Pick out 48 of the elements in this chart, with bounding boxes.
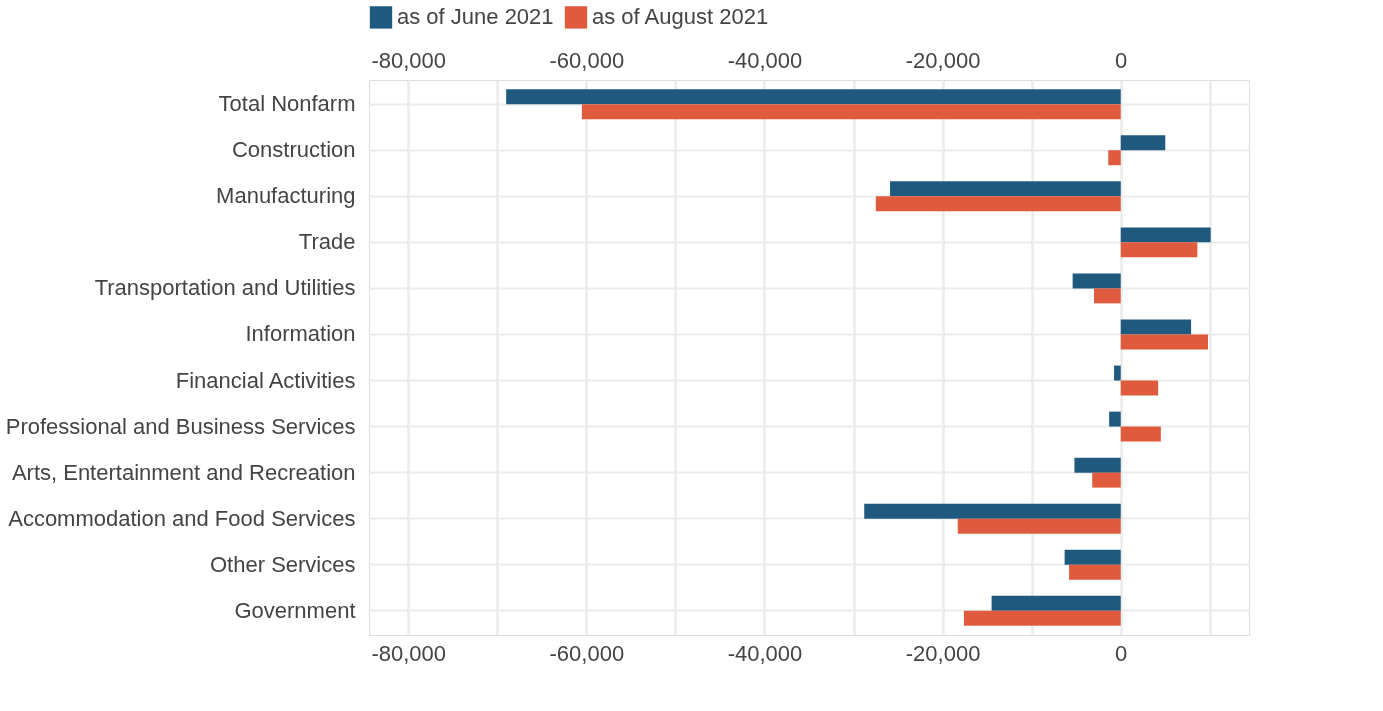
- bar: [957, 518, 1121, 534]
- x2-tick-label: -20,000: [905, 47, 981, 73]
- bar: [864, 503, 1121, 519]
- y-tick-label: Information: [245, 321, 356, 347]
- x-tick-label: 0: [1115, 640, 1128, 666]
- y-tick-label: Arts, Entertainment and Recreation: [11, 459, 356, 485]
- bar: [1064, 549, 1121, 565]
- x2-tick-label: -40,000: [727, 47, 803, 73]
- x-tick-label: -60,000: [549, 640, 625, 666]
- bar: [1120, 426, 1161, 442]
- y-tick-label: Professional and Business Services: [5, 413, 356, 439]
- bar: [1120, 334, 1209, 350]
- x2-tick-label: 0: [1115, 47, 1128, 73]
- bar: [1072, 273, 1121, 289]
- bar: [991, 595, 1121, 611]
- x2-tick-label: -60,000: [549, 47, 625, 73]
- bar: [506, 89, 1121, 105]
- y-tick-label: Other Services: [210, 551, 356, 577]
- bar: [963, 610, 1121, 626]
- bar: [1120, 380, 1159, 396]
- bar: [1109, 411, 1121, 427]
- bar: [1120, 135, 1166, 151]
- bar: [1092, 472, 1121, 488]
- bar: [1094, 288, 1121, 304]
- x-tick-label: -20,000: [905, 640, 981, 666]
- legend-label: as of August 2021: [592, 4, 769, 30]
- y-tick-label: Accommodation and Food Services: [8, 505, 356, 531]
- y-tick-label: Government: [234, 597, 356, 623]
- bar: [875, 196, 1121, 212]
- x2-tick-label: -80,000: [371, 47, 446, 73]
- bar: [1114, 365, 1121, 381]
- bar: [1120, 242, 1198, 258]
- bar: [1108, 150, 1121, 166]
- bar: [1120, 227, 1211, 243]
- x-tick-label: -80,000: [371, 640, 446, 666]
- y-tick-label: Manufacturing: [216, 183, 356, 209]
- y-tick-label: Construction: [231, 137, 356, 163]
- y-tick-label: Trade: [298, 229, 356, 255]
- y-tick-label: Total Nonfarm: [218, 91, 356, 117]
- bar: [890, 181, 1121, 197]
- bar: [1074, 457, 1121, 473]
- bar: [1120, 319, 1192, 335]
- x-tick-label: -40,000: [727, 640, 803, 666]
- y-tick-label: Financial Activities: [175, 367, 356, 393]
- y-tick-label: Transportation and Utilities: [94, 275, 356, 301]
- bar: [581, 104, 1121, 120]
- legend-label: as of June 2021: [397, 4, 554, 30]
- bar: [1069, 564, 1121, 580]
